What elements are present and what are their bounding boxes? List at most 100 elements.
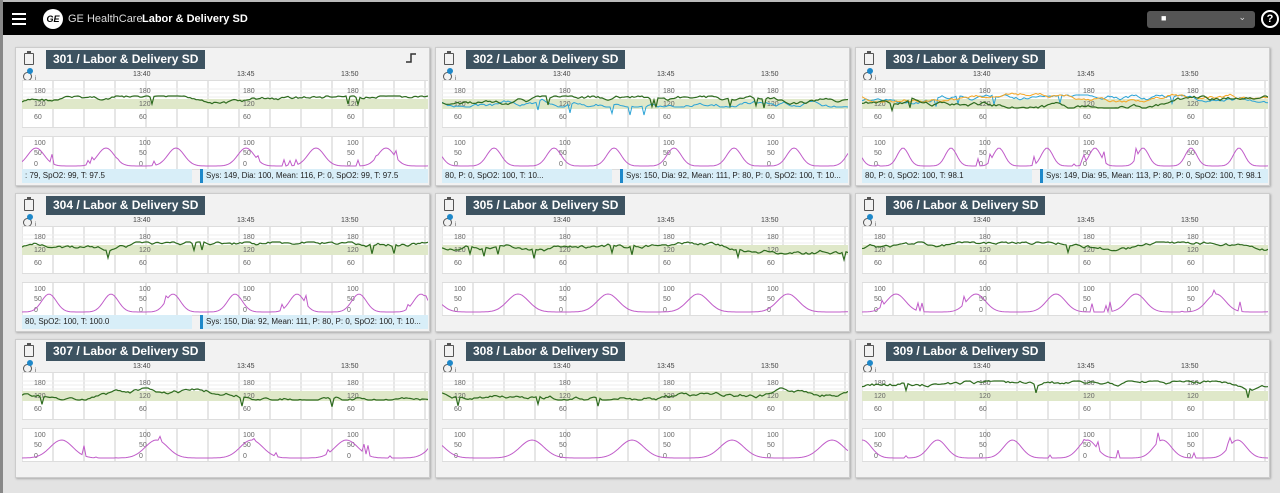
bed-card[interactable]: 301 / Labor & Delivery SD i 13:40 13:45 13:… bbox=[15, 47, 430, 186]
svg-text:120: 120 bbox=[243, 247, 255, 254]
toco-strip-chart[interactable]: 100 100 100 100 50 50 50 50 0 0 0 0 bbox=[862, 428, 1268, 462]
svg-text:100: 100 bbox=[243, 286, 255, 293]
bed-title[interactable]: 302 / Labor & Delivery SD bbox=[466, 50, 626, 69]
svg-text:100: 100 bbox=[663, 286, 675, 293]
svg-text:100: 100 bbox=[663, 140, 675, 147]
svg-text:120: 120 bbox=[663, 247, 675, 254]
fhr-strip-chart[interactable]: 180 180 180 180 120 120 120 120 60 60 60 60 bbox=[862, 80, 1268, 128]
toco-strip-chart[interactable]: 100 100 100 100 50 50 50 50 0 0 0 0 bbox=[442, 136, 848, 170]
fhr-strip-chart[interactable]: 180 180 180 180 120 120 120 120 60 60 60 60 bbox=[442, 80, 848, 128]
toco-strip-chart[interactable]: 100 100 100 100 50 50 50 50 0 0 0 0 bbox=[442, 428, 848, 462]
svg-text:50: 50 bbox=[34, 296, 42, 303]
bed-title[interactable]: 301 / Labor & Delivery SD bbox=[46, 50, 206, 69]
svg-text:180: 180 bbox=[454, 380, 466, 387]
svg-text:100: 100 bbox=[454, 140, 466, 147]
time-label: 13:40 bbox=[973, 363, 991, 370]
svg-text:50: 50 bbox=[559, 442, 567, 449]
svg-text:100: 100 bbox=[1187, 286, 1199, 293]
clipboard-icon[interactable] bbox=[864, 197, 874, 211]
bed-card[interactable]: 306 / Labor & Delivery SD i 13:40 13:45 13:… bbox=[855, 193, 1270, 332]
user-dropdown[interactable]: ■ ⌄ bbox=[1147, 11, 1255, 28]
toco-strip-chart[interactable]: 100 100 100 100 50 50 50 50 0 0 0 0 bbox=[862, 282, 1268, 316]
svg-text:50: 50 bbox=[874, 150, 882, 157]
toco-strip-chart[interactable]: 100 100 100 100 50 50 50 50 0 0 0 0 bbox=[22, 428, 428, 462]
bed-title[interactable]: 309 / Labor & Delivery SD bbox=[886, 342, 1046, 361]
svg-text:60: 60 bbox=[979, 114, 987, 121]
bed-title[interactable]: 305 / Labor & Delivery SD bbox=[466, 196, 626, 215]
svg-text:120: 120 bbox=[139, 101, 151, 108]
svg-text:50: 50 bbox=[139, 150, 147, 157]
fhr-strip-chart[interactable]: 180 180 180 180 120 120 120 120 60 60 60 60 bbox=[442, 372, 848, 420]
svg-text:50: 50 bbox=[663, 442, 671, 449]
svg-text:100: 100 bbox=[559, 286, 571, 293]
svg-text:60: 60 bbox=[663, 406, 671, 413]
svg-text:100: 100 bbox=[34, 140, 46, 147]
svg-text:60: 60 bbox=[347, 114, 355, 121]
clipboard-icon[interactable] bbox=[24, 343, 34, 357]
fhr-strip-chart[interactable]: 180 180 180 180 120 120 120 120 60 60 60 60 bbox=[862, 226, 1268, 274]
bed-card[interactable]: 302 / Labor & Delivery SD i 13:40 13:45 13:… bbox=[435, 47, 850, 186]
vitals-status-right: Sys: 149, Dia: 100, Mean: 116, P: 0, SpO… bbox=[200, 169, 428, 183]
svg-text:0: 0 bbox=[139, 453, 143, 460]
time-label: 13:45 bbox=[237, 71, 255, 78]
bed-title[interactable]: 307 / Labor & Delivery SD bbox=[46, 342, 206, 361]
bed-title[interactable]: 303 / Labor & Delivery SD bbox=[886, 50, 1046, 69]
vitals-status-left: 80, P: 0, SpO2: 100, T: 98.1 bbox=[862, 169, 1032, 183]
svg-text:60: 60 bbox=[454, 406, 462, 413]
svg-text:0: 0 bbox=[1083, 453, 1087, 460]
time-label: 13:45 bbox=[657, 217, 675, 224]
clipboard-icon[interactable] bbox=[444, 343, 454, 357]
bed-card[interactable]: 304 / Labor & Delivery SD i 13:40 13:45 13:… bbox=[15, 193, 430, 332]
svg-text:50: 50 bbox=[559, 150, 567, 157]
svg-text:60: 60 bbox=[559, 114, 567, 121]
svg-text:100: 100 bbox=[454, 286, 466, 293]
scale-toggle-icon[interactable] bbox=[404, 52, 418, 64]
toco-strip-chart[interactable]: 100 100 100 100 50 50 50 50 0 0 0 0 bbox=[22, 136, 428, 170]
toco-strip-chart[interactable]: 100 100 100 100 50 50 50 50 0 0 0 0 bbox=[862, 136, 1268, 170]
fhr-strip-chart[interactable]: 180 180 180 180 120 120 120 120 60 60 60 60 bbox=[22, 226, 428, 274]
svg-text:180: 180 bbox=[663, 234, 675, 241]
fhr-strip-chart[interactable]: 180 180 180 180 120 120 120 120 60 60 60 60 bbox=[22, 80, 428, 128]
bed-card[interactable]: 305 / Labor & Delivery SD i 13:40 13:45 13:… bbox=[435, 193, 850, 332]
clipboard-icon[interactable] bbox=[24, 51, 34, 65]
svg-text:100: 100 bbox=[347, 286, 359, 293]
svg-text:100: 100 bbox=[979, 286, 991, 293]
svg-text:180: 180 bbox=[767, 234, 779, 241]
svg-text:180: 180 bbox=[454, 234, 466, 241]
bed-title[interactable]: 308 / Labor & Delivery SD bbox=[466, 342, 626, 361]
svg-text:0: 0 bbox=[979, 453, 983, 460]
toco-strip-chart[interactable]: 100 100 100 100 50 50 50 50 0 0 0 0 bbox=[442, 282, 848, 316]
help-icon[interactable]: ? bbox=[1261, 10, 1279, 28]
clipboard-icon[interactable] bbox=[24, 197, 34, 211]
svg-text:0: 0 bbox=[347, 307, 351, 314]
svg-text:180: 180 bbox=[139, 380, 151, 387]
toco-strip-chart[interactable]: 100 100 100 100 50 50 50 50 0 0 0 0 bbox=[22, 282, 428, 316]
svg-text:120: 120 bbox=[559, 393, 571, 400]
fhr-strip-chart[interactable]: 180 180 180 180 120 120 120 120 60 60 60 60 bbox=[862, 372, 1268, 420]
svg-text:0: 0 bbox=[767, 307, 771, 314]
bed-title[interactable]: 306 / Labor & Delivery SD bbox=[886, 196, 1046, 215]
svg-text:180: 180 bbox=[767, 380, 779, 387]
svg-text:100: 100 bbox=[347, 140, 359, 147]
bed-title[interactable]: 304 / Labor & Delivery SD bbox=[46, 196, 206, 215]
fhr-strip-chart[interactable]: 180 180 180 180 120 120 120 120 60 60 60 60 bbox=[22, 372, 428, 420]
time-label: 13:40 bbox=[133, 217, 151, 224]
fhr-strip-chart[interactable]: 180 180 180 180 120 120 120 120 60 60 60 60 bbox=[442, 226, 848, 274]
time-label: 13:45 bbox=[657, 363, 675, 370]
svg-text:180: 180 bbox=[1187, 88, 1199, 95]
svg-text:50: 50 bbox=[767, 442, 775, 449]
clipboard-icon[interactable] bbox=[864, 51, 874, 65]
menu-icon[interactable] bbox=[12, 13, 26, 25]
svg-text:50: 50 bbox=[347, 442, 355, 449]
clipboard-icon[interactable] bbox=[864, 343, 874, 357]
svg-text:100: 100 bbox=[454, 432, 466, 439]
bed-card[interactable]: 303 / Labor & Delivery SD i 13:40 13:45 13:… bbox=[855, 47, 1270, 186]
clipboard-icon[interactable] bbox=[444, 51, 454, 65]
bed-card[interactable]: 309 / Labor & Delivery SD i 13:40 13:45 13:… bbox=[855, 339, 1270, 478]
bed-card[interactable]: 308 / Labor & Delivery SD i 13:40 13:45 13:… bbox=[435, 339, 850, 478]
svg-text:120: 120 bbox=[139, 247, 151, 254]
clipboard-icon[interactable] bbox=[444, 197, 454, 211]
svg-text:60: 60 bbox=[767, 260, 775, 267]
bed-card[interactable]: 307 / Labor & Delivery SD i 13:40 13:45 13:… bbox=[15, 339, 430, 478]
svg-text:50: 50 bbox=[979, 442, 987, 449]
